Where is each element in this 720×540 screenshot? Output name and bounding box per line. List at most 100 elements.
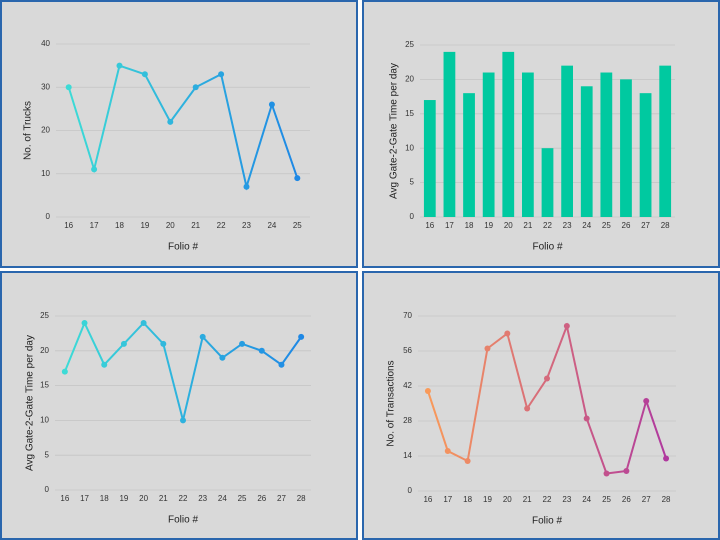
bar — [482, 72, 495, 218]
y-tick-label: 0 — [45, 485, 50, 494]
y-axis-label: No. of Transactions — [386, 360, 397, 446]
x-tick-label: 24 — [267, 221, 276, 230]
point — [504, 330, 511, 337]
x-tick-label: 21 — [191, 221, 200, 230]
y-tick-label: 14 — [403, 451, 412, 460]
y-tick-label: 20 — [40, 346, 49, 355]
y-tick-label: 15 — [405, 109, 414, 118]
panel — [0, 0, 358, 268]
point — [65, 84, 72, 91]
y-tick-label: 25 — [405, 40, 414, 49]
bar — [423, 100, 436, 217]
y-tick-label: 10 — [40, 416, 49, 425]
point — [298, 333, 305, 340]
y-tick-label: 70 — [403, 311, 412, 320]
x-tick-label: 25 — [602, 221, 611, 230]
bar — [502, 51, 515, 217]
point — [243, 183, 250, 190]
x-tick-label: 17 — [443, 495, 452, 504]
point — [180, 417, 186, 424]
x-tick-label: 19 — [140, 221, 149, 230]
y-tick-label: 20 — [41, 126, 50, 135]
x-tick-label: 20 — [504, 221, 513, 230]
point — [268, 101, 275, 108]
x-tick-label: 24 — [218, 494, 227, 503]
x-tick-label: 27 — [642, 495, 651, 504]
point — [444, 448, 451, 454]
x-axis-label: Folio # — [532, 242, 562, 253]
bar — [463, 93, 475, 217]
point — [192, 84, 199, 91]
point — [258, 347, 265, 354]
x-tick-label: 17 — [80, 494, 89, 503]
x-tick-label: 28 — [297, 494, 306, 503]
y-tick-label: 28 — [403, 416, 412, 425]
bar — [580, 86, 593, 217]
x-tick-label: 26 — [622, 221, 631, 230]
y-tick-label: 0 — [408, 486, 413, 495]
y-axis-label: Avg Gate-2-Gate Time per day — [25, 335, 36, 471]
y-tick-label: 10 — [405, 143, 414, 152]
x-tick-label: 23 — [563, 221, 572, 230]
x-tick-label: 20 — [139, 494, 148, 503]
x-tick-label: 20 — [166, 221, 175, 230]
point — [239, 340, 246, 347]
x-tick-label: 16 — [60, 494, 69, 503]
y-tick-label: 10 — [41, 169, 50, 178]
x-tick-label: 19 — [484, 221, 493, 230]
y-axis-label: No. of Trucks — [23, 101, 34, 160]
x-tick-label: 28 — [662, 495, 671, 504]
point — [424, 388, 431, 394]
bar — [600, 72, 613, 218]
y-tick-label: 56 — [403, 346, 412, 355]
point — [101, 361, 108, 368]
x-tick-label: 21 — [159, 494, 168, 503]
x-axis-label: Folio # — [532, 516, 562, 527]
y-tick-label: 0 — [410, 212, 415, 221]
point — [278, 361, 285, 368]
y-tick-label: 0 — [46, 212, 51, 221]
y-tick-label: 5 — [410, 178, 415, 187]
x-tick-label: 17 — [90, 221, 99, 230]
point — [623, 468, 630, 474]
x-tick-label: 24 — [582, 495, 591, 504]
bar — [561, 65, 573, 217]
x-tick-label: 20 — [503, 495, 512, 504]
y-tick-label: 5 — [45, 450, 50, 459]
x-tick-label: 24 — [582, 221, 591, 230]
y-axis-label: Avg Gate-2-Gate Time per day — [389, 63, 400, 199]
point — [464, 458, 471, 464]
x-tick-label: 18 — [463, 495, 472, 504]
x-tick-label: 22 — [543, 221, 552, 230]
x-tick-label: 16 — [64, 221, 73, 230]
point — [583, 415, 590, 422]
point — [218, 71, 225, 78]
point — [544, 375, 550, 382]
x-tick-label: 23 — [562, 495, 571, 504]
x-axis-label: Folio # — [168, 242, 198, 253]
bar — [541, 148, 554, 217]
x-tick-label: 27 — [277, 494, 286, 503]
point — [563, 323, 570, 329]
point — [524, 405, 531, 412]
x-tick-label: 26 — [622, 495, 631, 504]
x-tick-label: 18 — [100, 494, 109, 503]
point — [663, 455, 670, 462]
bar — [522, 72, 534, 218]
point — [294, 175, 301, 182]
point — [603, 470, 610, 477]
line — [67, 64, 299, 191]
x-tick-label: 16 — [423, 495, 432, 504]
x-tick-label: 22 — [543, 495, 552, 504]
x-tick-label: 22 — [217, 221, 226, 230]
x-tick-label: 25 — [602, 495, 611, 504]
point — [91, 166, 98, 173]
x-tick-label: 18 — [115, 221, 124, 230]
point — [116, 62, 123, 69]
point — [81, 319, 88, 326]
y-tick-label: 40 — [41, 39, 50, 48]
bar — [443, 51, 456, 217]
point — [160, 340, 167, 347]
point — [141, 71, 148, 78]
